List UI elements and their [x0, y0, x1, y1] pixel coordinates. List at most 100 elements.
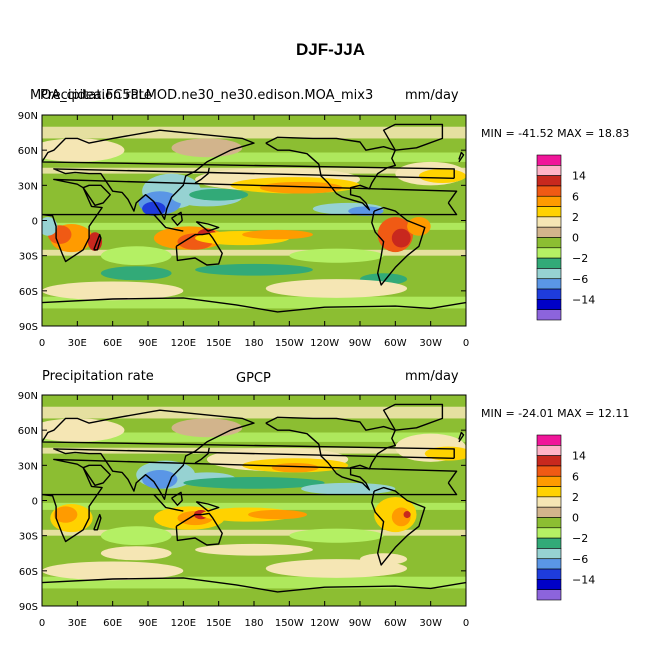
- colorbar-swatch: [536, 278, 562, 290]
- y-tick-label: 60S: [19, 567, 38, 578]
- x-tick-label: 120W: [310, 618, 339, 629]
- colorbar-label: −14: [572, 293, 595, 306]
- contour-blob: [265, 279, 408, 298]
- coastline: [458, 431, 465, 443]
- contour-blob: [100, 246, 172, 266]
- coastline: [458, 151, 465, 163]
- coastline: [93, 233, 102, 251]
- y-tick-label: 60S: [19, 287, 38, 298]
- colorbar-label: 6: [572, 190, 579, 203]
- x-tick-label: 0: [39, 338, 45, 349]
- coastline: [42, 129, 455, 221]
- colorbar-swatch: [536, 455, 562, 467]
- y-tick-label: 0: [32, 217, 38, 228]
- zonal-band: [42, 576, 466, 589]
- colorbar-swatch: [536, 486, 562, 498]
- coastline: [42, 458, 458, 543]
- contour-blob: [42, 418, 125, 442]
- contour-blob: [403, 511, 411, 519]
- colorbar-label: −2: [572, 252, 588, 265]
- colorbar-swatch: [536, 579, 562, 590]
- colorbar-swatch: [536, 216, 562, 228]
- colorbar-label: 2: [572, 491, 579, 504]
- coastline: [382, 403, 444, 431]
- contour-blob: [424, 446, 466, 461]
- panel2-left-label: Precipitation rate: [42, 369, 154, 384]
- x-tick-label: 150E: [206, 338, 231, 349]
- colorbar-swatch: [536, 165, 562, 176]
- x-tick-label: 150W: [275, 338, 304, 349]
- colorbar-swatch: [536, 206, 562, 218]
- coastline: [195, 501, 220, 512]
- colorbar-swatch: [536, 434, 562, 446]
- coastlines: [42, 403, 466, 593]
- contour-blob: [100, 526, 172, 546]
- colorbar-swatch: [536, 257, 562, 269]
- x-tick-label: 90E: [138, 618, 157, 629]
- contour-blob: [142, 470, 178, 489]
- contour-blob: [42, 281, 184, 301]
- zonal-band: [42, 296, 466, 309]
- colorbar-label: −6: [572, 273, 588, 286]
- y-tick-label: 90S: [19, 602, 38, 613]
- y-tick-label: 0: [32, 497, 38, 508]
- zonal-band: [42, 249, 466, 256]
- colorbar-swatch: [536, 506, 562, 518]
- zonal-band: [42, 126, 466, 139]
- y-tick-label: 90N: [18, 391, 38, 402]
- colorbar-swatch: [536, 154, 562, 166]
- colorbar-swatch: [536, 558, 562, 570]
- colorbar-label: 6: [572, 470, 579, 483]
- panel2-center-label: GPCP: [236, 371, 271, 386]
- contour-blob: [259, 181, 343, 194]
- colorbar-label: 14: [572, 450, 586, 463]
- x-tick-label: 30W: [419, 338, 442, 349]
- map-panel-2: 0 30E 60E 90E 120E 150E 180 150W 120W 90W 60W 30W 09…: [18, 391, 595, 629]
- x-tick-label: 60E: [103, 618, 122, 629]
- panel1-left-label: MOA_cidea.FC5PLMOD.ne30_ne30.edison.MOA_…: [30, 88, 374, 103]
- coastline: [42, 577, 466, 593]
- contour-blob: [42, 561, 184, 581]
- colorbar-swatch: [536, 496, 562, 508]
- colorbar-swatch: [536, 288, 562, 300]
- x-tick-label: 150W: [275, 618, 304, 629]
- contour-blob: [100, 546, 172, 561]
- x-tick-label: 0: [39, 618, 45, 629]
- contour-blob: [248, 509, 307, 520]
- coastline: [171, 211, 183, 226]
- coastline: [175, 232, 223, 266]
- x-tick-label: 150E: [206, 618, 231, 629]
- contour-blob: [195, 543, 313, 556]
- coastline: [195, 221, 220, 232]
- colorbar-label: −14: [572, 573, 595, 586]
- coastline: [171, 491, 183, 506]
- coastline: [42, 297, 466, 313]
- coastlines: [42, 123, 466, 313]
- x-tick-label: 90E: [138, 338, 157, 349]
- coastline: [371, 206, 426, 286]
- contour-field: [42, 395, 466, 606]
- contour-blob: [171, 138, 243, 158]
- colorbar-swatch: [536, 548, 562, 560]
- y-tick-label: 60N: [18, 146, 38, 157]
- x-tick-label: 30E: [68, 618, 87, 629]
- x-tick-label: 120W: [310, 338, 339, 349]
- x-tick-label: 120E: [171, 338, 196, 349]
- colorbar: 14 6 2 0 −2 −6 −14: [536, 434, 595, 601]
- contour-blob: [418, 168, 466, 183]
- colorbar-swatch: [536, 175, 562, 187]
- colorbar-swatch: [536, 517, 562, 529]
- contour-blob: [142, 201, 166, 216]
- contour-blob: [100, 266, 172, 281]
- x-tick-label: 180: [244, 338, 263, 349]
- colorbar-swatch: [536, 465, 562, 477]
- contour-blob: [183, 477, 325, 489]
- figure-title: DJF-JJA: [296, 40, 365, 59]
- contour-blob: [289, 248, 384, 263]
- contour-blob: [289, 528, 384, 543]
- contour-blob: [407, 216, 431, 236]
- y-tick-label: 90N: [18, 111, 38, 122]
- coastline: [265, 416, 396, 491]
- coastline: [194, 447, 210, 464]
